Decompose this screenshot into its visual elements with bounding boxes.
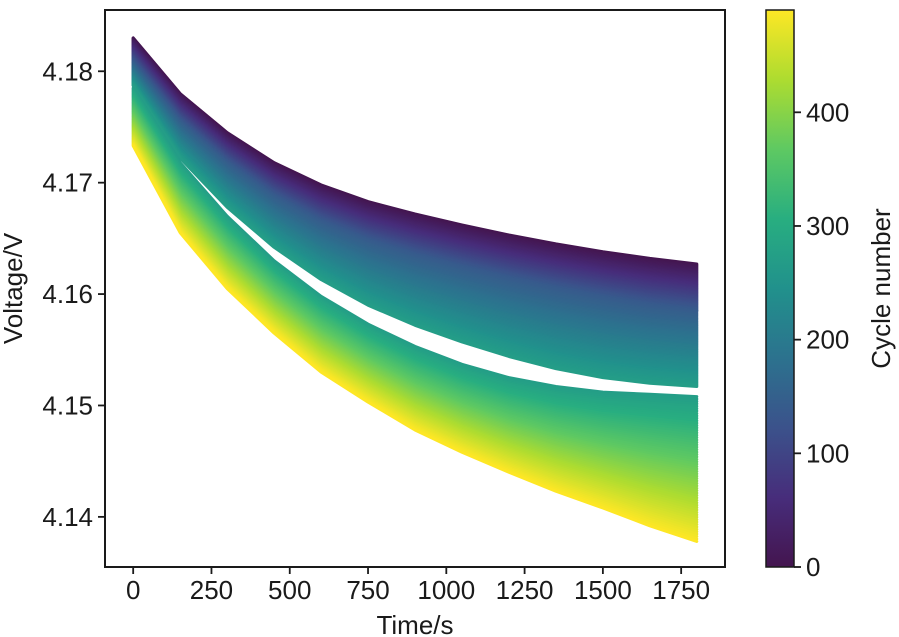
x-tick-label: 1750 xyxy=(652,575,710,605)
colorbar-label: Cycle number xyxy=(866,208,896,369)
x-tick-label: 500 xyxy=(268,575,311,605)
x-tick-label: 1500 xyxy=(574,575,632,605)
y-tick-label: 4.14 xyxy=(42,502,93,532)
colorbar-tick-label: 300 xyxy=(806,211,849,241)
cycle-curve xyxy=(131,144,699,543)
curve-band-3 xyxy=(131,86,699,543)
cycle-curve xyxy=(131,84,699,388)
colorbar-tick-label: 100 xyxy=(806,438,849,468)
colorbar-tick-label: 400 xyxy=(806,97,849,127)
x-tick-label: 1000 xyxy=(417,575,475,605)
colorbar-tick-label: 0 xyxy=(806,552,820,582)
y-tick-label: 4.15 xyxy=(42,390,93,420)
y-axis-label: Voltage/V xyxy=(0,232,28,344)
y-tick-label: 4.17 xyxy=(42,168,93,198)
x-axis: 0 250 500 750 1000 1250 1500 1750 xyxy=(126,567,710,605)
plot-curve-bands xyxy=(131,36,699,543)
colorbar-axis: 0 100 200 300 400 xyxy=(794,97,849,582)
y-axis: 4.14 4.15 4.16 4.17 4.18 xyxy=(42,56,105,532)
x-tick-label: 1250 xyxy=(496,575,554,605)
x-tick-label: 750 xyxy=(346,575,389,605)
y-tick-label: 4.16 xyxy=(42,279,93,309)
colorbar-tick-label: 200 xyxy=(806,325,849,355)
colorbar xyxy=(765,9,795,568)
curve-band-2 xyxy=(131,60,699,388)
x-tick-label: 0 xyxy=(126,575,140,605)
plot-frame xyxy=(104,9,726,568)
x-axis-label: Time/s xyxy=(376,610,453,637)
y-tick-label: 4.18 xyxy=(42,56,93,86)
x-tick-label: 250 xyxy=(190,575,233,605)
